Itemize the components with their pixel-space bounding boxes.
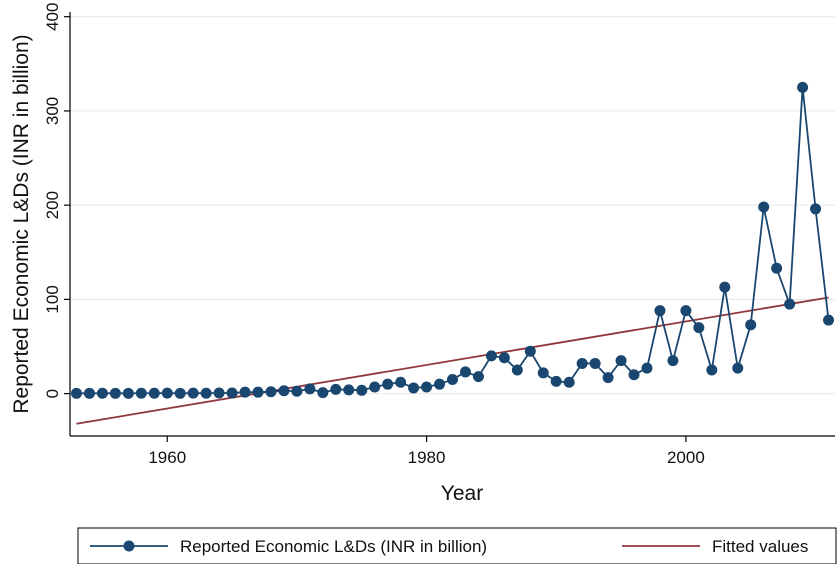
data-point-2005 [745, 319, 757, 331]
data-point-1990 [550, 375, 562, 387]
data-point-1956 [109, 387, 121, 399]
data-point-2003 [719, 281, 731, 293]
x-tick-label: 1980 [408, 448, 446, 467]
legend-label-fitted: Fitted values [712, 537, 808, 556]
data-point-2004 [732, 362, 744, 374]
data-point-1977 [382, 378, 394, 390]
data-point-1964 [213, 387, 225, 399]
legend-swatch-reported-marker [123, 540, 135, 552]
x-ticks: 1960 1980 2000 [148, 436, 705, 467]
series-layer [70, 81, 835, 425]
data-point-1975 [356, 384, 368, 396]
x-axis-title: Year [441, 482, 483, 505]
data-point-2011 [823, 314, 835, 326]
data-point-1978 [395, 376, 407, 388]
reported-series-line [76, 86, 830, 395]
data-point-1982 [447, 373, 458, 385]
data-point-1987 [511, 364, 523, 376]
data-point-1953 [70, 387, 82, 399]
data-point-1968 [265, 386, 277, 398]
data-point-1974 [343, 384, 355, 396]
data-point-1985 [485, 350, 497, 362]
fitted-values-line [76, 296, 829, 425]
data-point-1999 [667, 355, 679, 367]
y-tick-label: 400 [43, 3, 62, 31]
data-point-1969 [278, 385, 290, 397]
data-point-2008 [784, 298, 796, 310]
data-point-1970 [291, 385, 303, 397]
data-point-1965 [226, 387, 238, 399]
data-point-1973 [330, 383, 342, 395]
data-point-1993 [589, 357, 601, 369]
data-point-1997 [641, 362, 653, 374]
data-point-2006 [758, 201, 770, 213]
data-point-2001 [693, 322, 705, 334]
data-point-1995 [615, 355, 627, 367]
data-point-1963 [200, 387, 212, 399]
data-point-1961 [174, 387, 186, 399]
grid-lines [70, 16, 835, 395]
data-point-1998 [654, 305, 666, 317]
y-ticks: 0 100 200 300 400 [43, 3, 70, 398]
x-tick-label: 1960 [148, 448, 186, 467]
data-point-2002 [706, 364, 718, 376]
data-point-1984 [472, 371, 484, 383]
y-tick-label: 0 [43, 389, 62, 398]
data-point-1986 [498, 352, 510, 364]
data-point-1967 [252, 386, 264, 398]
legend-label-reported: Reported Economic L&Ds (INR in billion) [180, 537, 487, 556]
data-point-1955 [96, 387, 108, 399]
data-point-1988 [524, 345, 536, 357]
data-point-1980 [421, 381, 433, 393]
y-tick-label: 100 [43, 285, 62, 313]
data-point-1957 [122, 387, 134, 399]
data-point-1981 [434, 378, 446, 390]
data-point-1996 [628, 369, 640, 381]
data-point-1959 [148, 387, 160, 399]
data-point-1989 [537, 367, 549, 379]
data-point-1960 [161, 387, 173, 399]
data-point-1976 [369, 381, 381, 393]
data-point-1958 [135, 387, 147, 399]
x-tick-label: 2000 [667, 448, 705, 467]
data-point-1971 [304, 383, 316, 395]
data-point-1992 [576, 357, 588, 369]
y-tick-label: 200 [43, 191, 62, 219]
data-point-1954 [83, 387, 95, 399]
data-point-2000 [680, 305, 692, 317]
data-point-1966 [239, 386, 251, 398]
data-point-2007 [771, 262, 783, 274]
legend-box [77, 527, 837, 564]
data-point-1991 [563, 376, 575, 388]
y-tick-label: 300 [43, 97, 62, 125]
data-point-1962 [187, 387, 199, 399]
data-point-1994 [602, 372, 614, 384]
data-point-1983 [459, 366, 471, 378]
axes [69, 12, 835, 437]
data-point-1972 [317, 387, 329, 399]
data-point-1979 [408, 382, 420, 394]
data-point-2009 [797, 81, 809, 93]
legend: Reported Economic L&Ds (INR in billion) … [77, 527, 837, 564]
data-point-2010 [810, 203, 822, 215]
y-axis-title: Reported Economic L&Ds (INR in billion) [10, 34, 33, 413]
